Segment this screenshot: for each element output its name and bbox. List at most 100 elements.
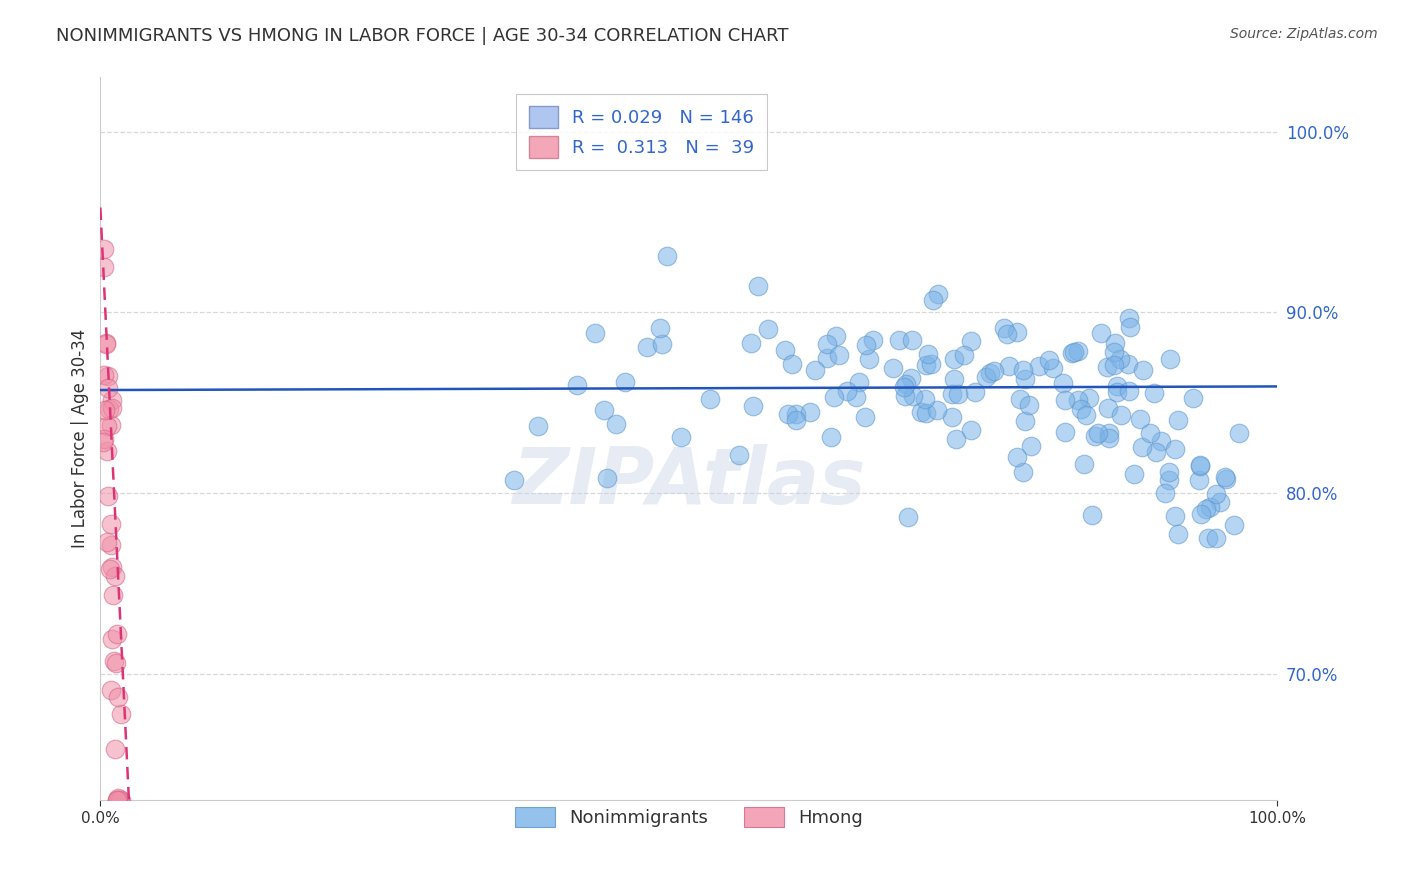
Point <box>858 351 880 366</box>
Point <box>1063 345 1085 359</box>
Text: ZIPAtlas: ZIPAtlas <box>512 444 866 520</box>
Point <box>596 471 619 485</box>
Point <box>1189 458 1212 472</box>
Point <box>1005 325 1028 339</box>
Point <box>920 357 942 371</box>
Point <box>1153 485 1175 500</box>
Point <box>1209 494 1232 508</box>
Point <box>1130 440 1153 454</box>
Point <box>97 382 120 396</box>
Point <box>671 430 693 444</box>
Point <box>1191 507 1213 521</box>
Point <box>1188 473 1211 487</box>
Point <box>1012 363 1035 377</box>
Point <box>105 793 128 807</box>
Point <box>900 334 922 348</box>
Point <box>1070 401 1092 416</box>
Point <box>927 287 949 301</box>
Point <box>897 509 920 524</box>
Point <box>1109 408 1132 422</box>
Point <box>93 432 115 446</box>
Point <box>1227 425 1250 440</box>
Point <box>1213 470 1236 484</box>
Point <box>1018 398 1040 412</box>
Point <box>1012 465 1035 479</box>
Point <box>97 401 120 416</box>
Point <box>1150 434 1173 449</box>
Point <box>503 473 526 487</box>
Point <box>952 348 974 362</box>
Point <box>100 682 122 697</box>
Point <box>1067 344 1090 359</box>
Point <box>882 361 904 376</box>
Point <box>983 364 1005 378</box>
Point <box>1054 425 1077 439</box>
Point <box>915 407 938 421</box>
Point <box>527 419 550 434</box>
Point <box>1008 392 1031 407</box>
Point <box>1215 472 1237 486</box>
Point <box>946 386 969 401</box>
Point <box>1144 445 1167 459</box>
Text: Source: ZipAtlas.com: Source: ZipAtlas.com <box>1230 27 1378 41</box>
Point <box>776 407 799 421</box>
Point <box>855 337 877 351</box>
Point <box>914 392 936 406</box>
Point <box>979 366 1001 380</box>
Point <box>741 399 763 413</box>
Point <box>1097 360 1119 375</box>
Point <box>1109 351 1132 366</box>
Point <box>1167 527 1189 541</box>
Point <box>96 535 118 549</box>
Point <box>756 322 779 336</box>
Point <box>1128 411 1150 425</box>
Point <box>773 343 796 358</box>
Point <box>100 517 122 532</box>
Point <box>995 326 1018 341</box>
Point <box>108 793 131 807</box>
Point <box>105 793 128 807</box>
Point <box>1104 336 1126 351</box>
Point <box>799 405 821 419</box>
Point <box>1014 414 1036 428</box>
Point <box>893 380 915 394</box>
Point <box>1007 450 1029 464</box>
Point <box>101 401 124 416</box>
Point <box>1198 500 1220 514</box>
Point <box>1078 391 1101 405</box>
Point <box>894 377 917 392</box>
Point <box>1181 391 1204 405</box>
Point <box>1118 384 1140 398</box>
Point <box>998 359 1021 374</box>
Point <box>747 279 769 293</box>
Point <box>110 706 132 721</box>
Point <box>945 433 967 447</box>
Point <box>583 326 606 341</box>
Point <box>740 336 762 351</box>
Point <box>1081 508 1104 522</box>
Point <box>93 260 115 275</box>
Point <box>1052 376 1074 390</box>
Point <box>104 741 127 756</box>
Point <box>699 392 721 407</box>
Point <box>107 793 129 807</box>
Point <box>97 368 120 383</box>
Point <box>605 417 627 432</box>
Point <box>780 357 803 371</box>
Point <box>1021 440 1043 454</box>
Point <box>1105 384 1128 399</box>
Point <box>101 393 124 408</box>
Point <box>1139 426 1161 441</box>
Point <box>848 375 870 389</box>
Point <box>593 403 616 417</box>
Point <box>1014 371 1036 385</box>
Point <box>824 329 846 343</box>
Point <box>1205 531 1227 545</box>
Point <box>823 390 845 404</box>
Point <box>837 384 859 398</box>
Point <box>105 656 128 670</box>
Point <box>1073 457 1095 471</box>
Point <box>915 358 938 372</box>
Point <box>1105 379 1128 393</box>
Point <box>910 404 932 418</box>
